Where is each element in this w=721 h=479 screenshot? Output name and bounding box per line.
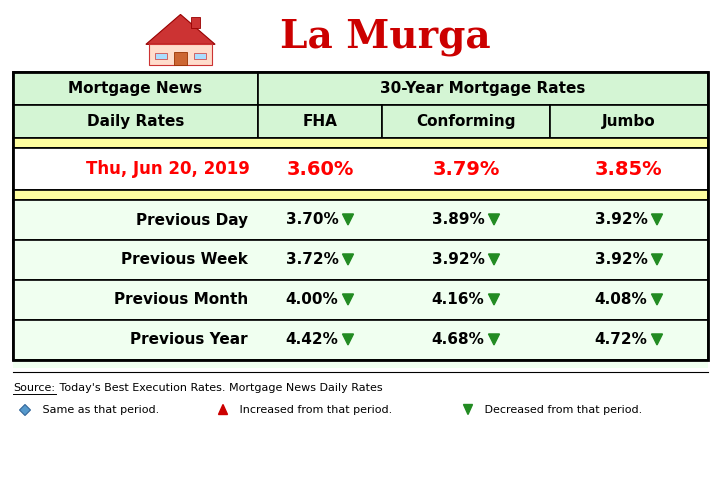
Text: 4.68%: 4.68% [432,332,485,347]
Text: Jumbo: Jumbo [602,114,656,129]
Text: 3.72%: 3.72% [286,252,338,267]
Text: 3.60%: 3.60% [286,160,354,179]
Text: 30-Year Mortgage Rates: 30-Year Mortgage Rates [380,81,585,96]
Text: Today's Best Execution Rates. Mortgage News Daily Rates: Today's Best Execution Rates. Mortgage N… [56,383,383,393]
Text: 3.70%: 3.70% [286,213,338,228]
Text: 4.16%: 4.16% [432,293,485,308]
Text: 3.79%: 3.79% [433,160,500,179]
Text: 3.89%: 3.89% [432,213,485,228]
Text: 4.08%: 4.08% [595,293,647,308]
Text: Thu, Jun 20, 2019: Thu, Jun 20, 2019 [86,160,250,178]
Text: Daily Rates: Daily Rates [87,114,184,129]
Text: 3.92%: 3.92% [595,213,647,228]
Text: Same as that period.: Same as that period. [39,405,159,415]
Text: Mortgage News: Mortgage News [68,81,203,96]
Text: Decreased from that period.: Decreased from that period. [481,405,642,415]
Text: 3.92%: 3.92% [595,252,647,267]
Text: 3.92%: 3.92% [432,252,485,267]
Text: Previous Year: Previous Year [131,332,248,347]
Text: 4.00%: 4.00% [286,293,338,308]
Text: 4.72%: 4.72% [595,332,647,347]
Text: Previous Day: Previous Day [136,213,248,228]
Text: Previous Month: Previous Month [114,293,248,308]
Text: Increased from that period.: Increased from that period. [236,405,392,415]
Text: FHA: FHA [303,114,337,129]
Text: 4.42%: 4.42% [286,332,338,347]
Text: La Murga: La Murga [280,18,491,57]
Text: Previous Week: Previous Week [121,252,248,267]
Text: Conforming: Conforming [416,114,516,129]
Text: 3.85%: 3.85% [596,160,663,179]
Text: Source:: Source: [13,383,55,393]
